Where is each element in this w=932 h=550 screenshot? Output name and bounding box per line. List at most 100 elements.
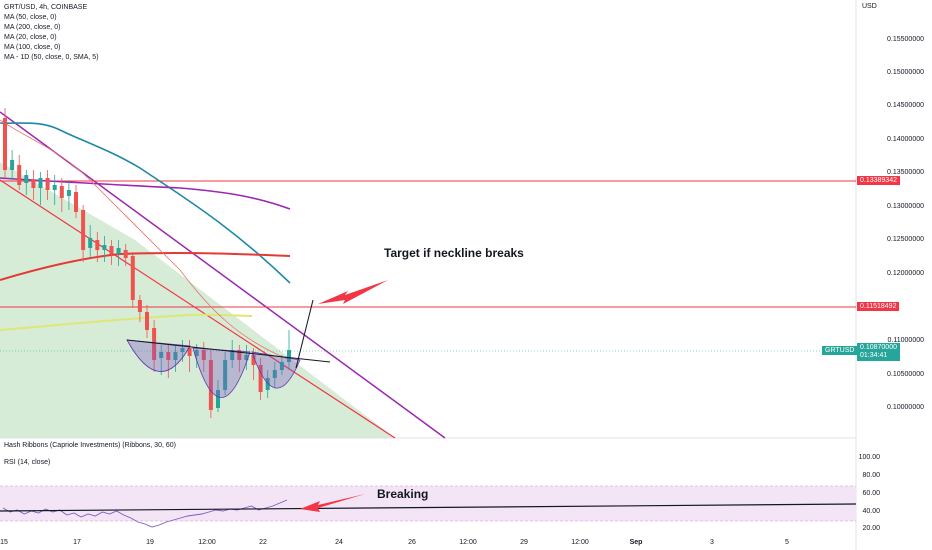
candle-body: [152, 328, 157, 360]
price-tick: 0.11000000: [887, 337, 924, 344]
time-tick: 5: [785, 539, 789, 546]
time-tick: 12:00: [198, 539, 216, 546]
candle-body: [201, 350, 206, 360]
candle-body: [17, 165, 22, 185]
candle-body: [10, 160, 15, 170]
time-tick: 26: [408, 539, 416, 546]
candle-body: [38, 178, 43, 188]
candle-body: [123, 250, 128, 258]
candle-body: [258, 365, 263, 392]
candle-body: [265, 378, 270, 390]
head-shape: [192, 347, 251, 398]
rsi-band: [0, 486, 856, 521]
candle-body: [3, 118, 7, 170]
candle-body: [88, 238, 93, 248]
price-tick: 0.10000000: [887, 404, 924, 411]
price-tick: 0.15500000: [887, 36, 924, 43]
candle-body: [45, 178, 50, 190]
target-projection-line[interactable]: [295, 299, 314, 369]
red-trendline[interactable]: [0, 179, 396, 439]
indicator-ma200[interactable]: MA (200, close, 0): [4, 24, 61, 31]
time-tick: 29: [520, 539, 528, 546]
candle-body: [116, 248, 121, 254]
symbol-tag: GRTUSD: [822, 346, 858, 355]
indicator-ma1d[interactable]: MA - 1D (50, close, 0, SMA, 5): [4, 54, 99, 61]
rsi-tick: 20.00: [862, 525, 880, 532]
time-tick: 17: [73, 539, 81, 546]
left-shoulder-shape: [126, 339, 191, 372]
candle-body: [109, 246, 114, 254]
countdown-timer: 01:34:41: [860, 352, 888, 359]
candle-body: [279, 362, 284, 370]
price-tick: 0.12000000: [887, 270, 924, 277]
chart-legend: GRT/USD, 4h, COINBASE MA (50, close, 0) …: [4, 3, 99, 63]
candle-body: [287, 350, 291, 362]
last-price-value: 0.10870000: [860, 344, 897, 351]
candle-body: [137, 300, 142, 312]
candle-body: [230, 350, 235, 360]
candle-body: [130, 256, 135, 300]
symbol-legend[interactable]: GRT/USD, 4h, COINBASE: [4, 4, 88, 11]
indicator-ma100[interactable]: MA (100, close, 0): [4, 44, 61, 51]
neckline[interactable]: [126, 339, 331, 363]
candle-body: [81, 210, 86, 250]
lower-level-tag: 0.11518492: [857, 302, 900, 311]
candle-body: [66, 190, 71, 196]
candle-body: [173, 352, 178, 360]
time-tick: 3: [710, 539, 714, 546]
time-tick: 24: [335, 539, 343, 546]
indicator-ma50[interactable]: MA (50, close, 0): [4, 14, 57, 21]
price-tick: 0.14500000: [887, 102, 924, 109]
last-price-tag: 0.10870000 01:34:41: [857, 343, 900, 361]
price-tick: 0.13000000: [887, 203, 924, 210]
candle-body: [59, 186, 64, 198]
rsi-tick: 40.00: [862, 508, 880, 515]
time-tick: 15: [0, 539, 8, 546]
candle-body: [24, 175, 29, 183]
rsi-trendline[interactable]: [0, 503, 857, 512]
breaking-arrow: [300, 494, 365, 512]
rsi-tick: 100.00: [858, 454, 880, 461]
candle-body: [251, 355, 256, 365]
target-arrow: [318, 280, 388, 304]
candle-body: [208, 360, 213, 410]
ma-200-line: [0, 122, 291, 284]
candle-body: [166, 352, 171, 360]
price-tick: 0.14000000: [887, 136, 924, 143]
candle-body: [180, 348, 185, 352]
price-tick: 0.13500000: [887, 169, 924, 176]
time-tick: 12:00: [571, 539, 589, 546]
hash-ribbons-label[interactable]: Hash Ribbons (Capriole Investments) (Rib…: [4, 442, 176, 449]
price-tick: 0.12500000: [887, 236, 924, 243]
candle-body: [74, 192, 78, 212]
ma-20-line: [0, 119, 291, 361]
rsi-tick: 60.00: [862, 490, 880, 497]
candle-body: [52, 185, 57, 190]
candle-body: [244, 355, 249, 360]
right-shoulder-shape: [251, 351, 301, 389]
time-tick: 12:00: [459, 539, 477, 546]
ma-1d-line: [0, 313, 253, 331]
time-tick: 22: [259, 539, 267, 546]
candle-body: [95, 240, 100, 250]
candle-body: [272, 370, 277, 378]
candle-body: [187, 348, 192, 356]
price-tick: 0.15000000: [887, 69, 924, 76]
candlestick-series[interactable]: [3, 108, 291, 418]
candle-body: [159, 352, 164, 358]
price-tick: 0.10500000: [887, 371, 924, 378]
candle-body: [31, 180, 36, 188]
time-tick: 19: [146, 539, 154, 546]
candle-body: [102, 245, 107, 250]
upper-level-tag: 0.13389342: [857, 176, 900, 185]
time-tick: Sep: [629, 539, 643, 546]
candle-body: [145, 312, 149, 330]
breaking-note[interactable]: Breaking: [377, 487, 429, 501]
currency-label: USD: [862, 3, 877, 10]
target-note[interactable]: Target if neckline breaks: [384, 246, 524, 260]
indicator-ma20[interactable]: MA (20, close, 0): [4, 34, 57, 41]
rsi-label[interactable]: RSI (14, close): [4, 459, 51, 466]
rsi-tick: 80.00: [862, 472, 880, 479]
candle-body: [194, 350, 199, 356]
